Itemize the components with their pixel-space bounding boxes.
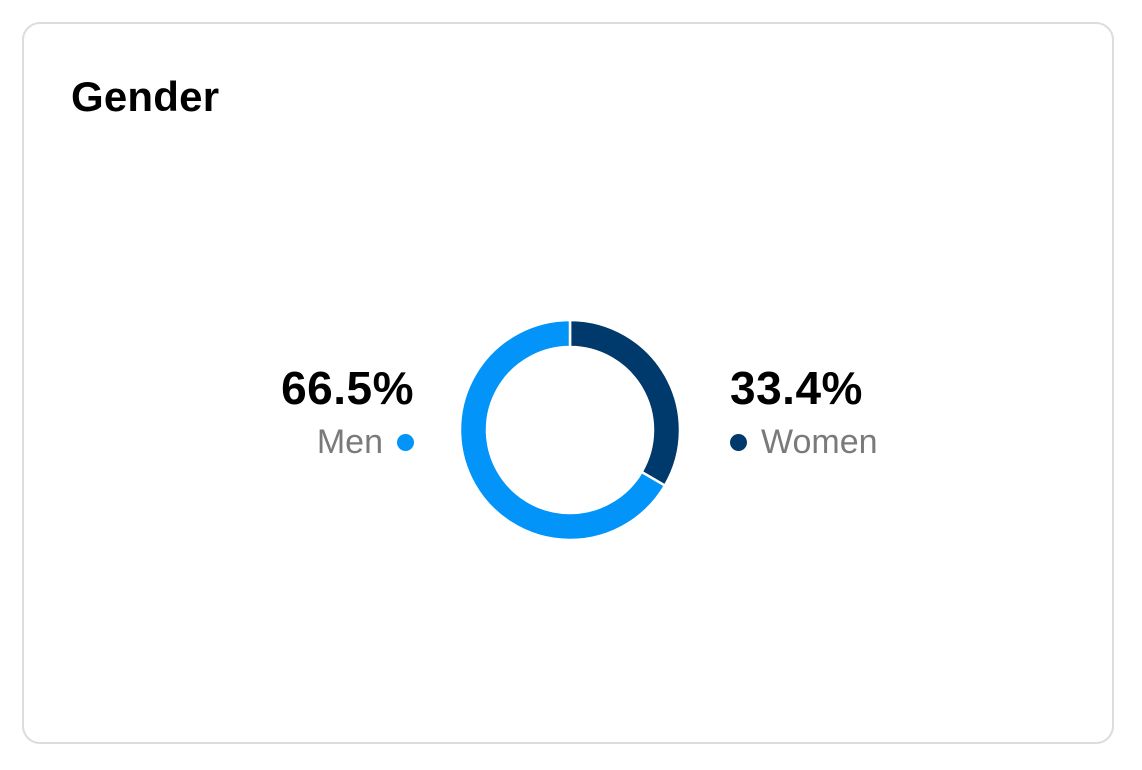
gender-card: Gender (22, 22, 1114, 744)
women-legend-dot (730, 433, 747, 451)
men-label: Men (316, 423, 383, 461)
women-label: Women (761, 423, 878, 461)
men-percentage: 66.5% (281, 362, 414, 414)
men-legend-dot (397, 433, 414, 451)
card-title: Gender (71, 73, 220, 120)
women-legend: Women (730, 425, 878, 459)
women-stat: 33.4% Women (730, 365, 878, 459)
men-legend: Men (281, 425, 414, 459)
men-stat: 66.5% Men (281, 365, 414, 459)
women-percentage: 33.4% (730, 362, 863, 414)
